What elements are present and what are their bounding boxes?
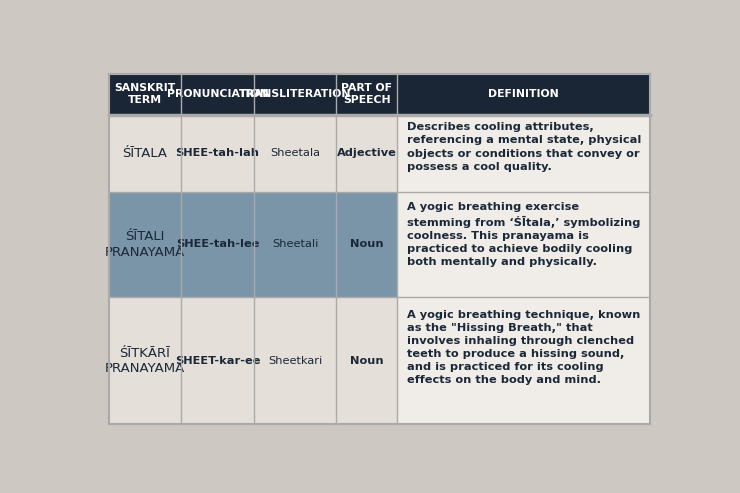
Bar	[254, 73, 337, 115]
Text: ŚĪTKĀRĪ
PRANAYAMA: ŚĪTKĀRĪ PRANAYAMA	[104, 347, 185, 375]
Text: SHEE-tah-lah: SHEE-tah-lah	[175, 148, 260, 158]
Text: PRONUNCIATION: PRONUNCIATION	[166, 89, 269, 99]
Bar	[397, 115, 650, 192]
Bar	[337, 192, 397, 297]
Bar	[397, 192, 650, 297]
Bar	[337, 115, 397, 192]
Text: TRANSLITERATION: TRANSLITERATION	[239, 89, 352, 99]
Bar	[109, 115, 181, 192]
Text: Noun: Noun	[350, 356, 383, 366]
Bar	[254, 297, 337, 424]
Bar	[397, 73, 650, 115]
Bar	[397, 297, 650, 424]
Text: Noun: Noun	[350, 240, 383, 249]
Text: SHEE-tah-lee: SHEE-tah-lee	[175, 240, 259, 249]
Text: Adjective: Adjective	[337, 148, 397, 158]
Text: Sheetala: Sheetala	[270, 148, 320, 158]
Text: PART OF
SPEECH: PART OF SPEECH	[341, 83, 392, 105]
Bar	[109, 297, 181, 424]
Bar	[109, 192, 181, 297]
Text: Sheetkari: Sheetkari	[268, 356, 322, 366]
Text: A yogic breathing exercise
stemming from ‘ŚĪtala,’ symbolizing
coolness. This pr: A yogic breathing exercise stemming from…	[407, 202, 641, 267]
Text: Sheetali: Sheetali	[272, 240, 318, 249]
Bar	[254, 192, 337, 297]
Text: SHEET-kar-ee: SHEET-kar-ee	[175, 356, 260, 366]
Text: SANSKRIT
TERM: SANSKRIT TERM	[114, 83, 175, 105]
Text: ŚĪTALA: ŚĪTALA	[122, 147, 167, 160]
Bar	[109, 73, 650, 115]
Bar	[181, 297, 254, 424]
Bar	[109, 73, 181, 115]
Bar	[337, 73, 397, 115]
Text: A yogic breathing technique, known
as the "Hissing Breath," that
involves inhali: A yogic breathing technique, known as th…	[407, 310, 641, 385]
Bar	[181, 192, 254, 297]
Text: DEFINITION: DEFINITION	[488, 89, 559, 99]
Bar	[337, 297, 397, 424]
Text: ŚĪTALI
PRANAYAMA: ŚĪTALI PRANAYAMA	[104, 230, 185, 259]
Bar	[181, 73, 254, 115]
Bar	[181, 115, 254, 192]
Text: Describes cooling attributes,
referencing a mental state, physical
objects or co: Describes cooling attributes, referencin…	[407, 122, 642, 172]
Bar	[254, 115, 337, 192]
